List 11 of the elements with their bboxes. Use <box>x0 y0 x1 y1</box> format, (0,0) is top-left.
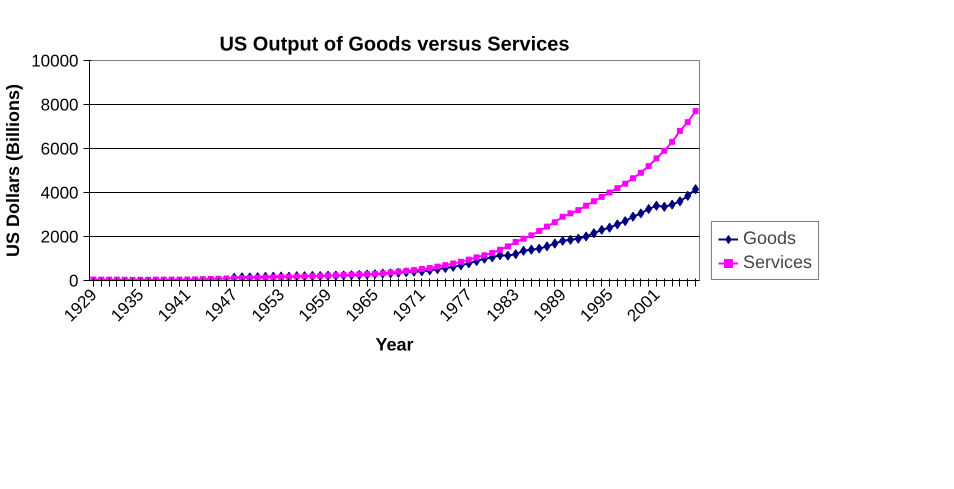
y-tick-label: 2000 <box>40 228 79 246</box>
y-tick-label: 0 <box>69 272 79 290</box>
chart-title: US Output of Goods versus Services <box>219 34 570 56</box>
legend-label: Services <box>743 252 812 273</box>
y-tick-label: 10000 <box>31 52 79 70</box>
y-tick-label: 4000 <box>40 184 79 202</box>
x-axis-title: Year <box>375 334 414 355</box>
legend-label: Goods <box>743 228 796 249</box>
y-tick-label: 8000 <box>40 96 79 114</box>
y-tick-label: 6000 <box>40 140 79 158</box>
y-axis-title: US Dollars (Billions) <box>3 84 24 258</box>
